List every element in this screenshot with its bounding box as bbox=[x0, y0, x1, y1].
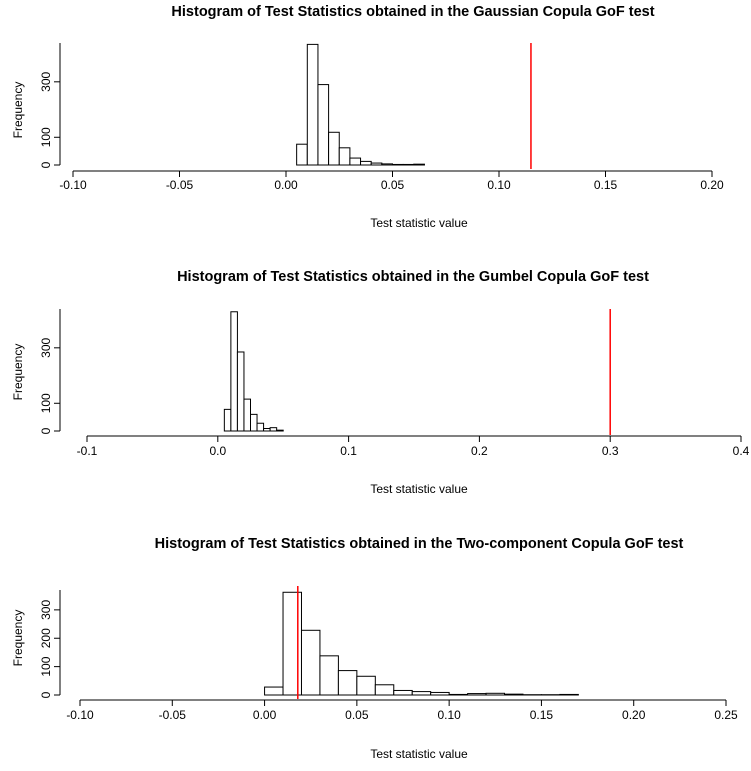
x-tick-label: -0.1 bbox=[77, 444, 98, 458]
histogram-bar bbox=[414, 164, 425, 165]
histogram-bar bbox=[297, 144, 308, 165]
histogram-bar bbox=[393, 164, 404, 165]
histogram-bar bbox=[257, 423, 264, 431]
x-tick-label: 0.05 bbox=[381, 178, 405, 192]
histogram-bar bbox=[560, 694, 578, 695]
x-axis-label: Test statistic value bbox=[370, 482, 468, 496]
histogram-bar bbox=[283, 592, 301, 695]
histogram-bar bbox=[505, 694, 523, 695]
histogram-bar bbox=[431, 692, 449, 695]
histogram-bar bbox=[301, 630, 319, 695]
x-tick-label: 0.20 bbox=[700, 178, 724, 192]
histogram-bar bbox=[486, 693, 504, 695]
plot-area: -0.10 -0.05 0.00 0.05 0.10 0.15 0.20 0 100 300 bbox=[39, 43, 724, 192]
x-tick-label: -0.10 bbox=[66, 708, 94, 722]
x-tick-label: 0.4 bbox=[733, 444, 750, 458]
histogram-bar bbox=[224, 409, 231, 431]
x-tick-label: 0.2 bbox=[471, 444, 488, 458]
histogram-bar bbox=[394, 690, 412, 695]
x-tick-label: -0.05 bbox=[166, 178, 194, 192]
histogram-bar bbox=[357, 676, 375, 695]
histogram-bar bbox=[231, 312, 238, 431]
histogram-bar bbox=[350, 158, 361, 165]
x-tick-label: 0.10 bbox=[487, 178, 511, 192]
panel-title: Histogram of Test Statistics obtained in… bbox=[155, 536, 684, 552]
panel-gaussian: Histogram of Test Statistics obtained in… bbox=[11, 4, 724, 230]
histogram-bar bbox=[371, 163, 382, 165]
x-tick-label: 0.1 bbox=[340, 444, 357, 458]
x-tick-label: -0.10 bbox=[59, 178, 87, 192]
histogram-bar bbox=[277, 430, 284, 431]
histogram-bar bbox=[318, 85, 329, 165]
x-tick-label: -0.05 bbox=[159, 708, 187, 722]
histogram-bar bbox=[244, 399, 251, 431]
y-tick-label: 300 bbox=[39, 71, 53, 91]
x-axis-label: Test statistic value bbox=[370, 747, 468, 761]
x-tick-label: 0.25 bbox=[714, 708, 738, 722]
histogram-bar bbox=[329, 132, 340, 165]
panel-two-component: Histogram of Test Statistics obtained in… bbox=[11, 536, 738, 761]
y-tick-label: 100 bbox=[39, 656, 53, 676]
y-axis-label: Frequency bbox=[11, 82, 25, 139]
histogram-bar bbox=[382, 164, 393, 165]
x-tick-label: 0.15 bbox=[594, 178, 618, 192]
histogram-bar bbox=[307, 44, 318, 165]
y-tick-label: 0 bbox=[39, 161, 53, 168]
histogram-bar bbox=[375, 685, 393, 695]
panel-gumbel: Histogram of Test Statistics obtained in… bbox=[11, 269, 750, 496]
x-tick-label: 0.0 bbox=[209, 444, 226, 458]
y-tick-label: 300 bbox=[39, 600, 53, 620]
histogram-bar bbox=[251, 414, 258, 431]
histogram-bar bbox=[320, 656, 338, 695]
x-tick-label: 0.05 bbox=[345, 708, 369, 722]
x-tick-label: 0.20 bbox=[622, 708, 646, 722]
histogram-bar bbox=[237, 352, 244, 431]
y-axis-label: Frequency bbox=[11, 610, 25, 667]
y-tick-label: 100 bbox=[39, 127, 53, 147]
histogram-bar bbox=[468, 694, 486, 695]
histogram-bar bbox=[361, 161, 372, 165]
y-tick-label: 300 bbox=[39, 337, 53, 357]
x-tick-label: 0.00 bbox=[253, 708, 277, 722]
panel-title: Histogram of Test Statistics obtained in… bbox=[171, 4, 654, 20]
histogram-bar bbox=[339, 148, 350, 165]
y-axis-label: Frequency bbox=[11, 344, 25, 401]
panel-title: Histogram of Test Statistics obtained in… bbox=[177, 269, 649, 285]
x-tick-label: 0.00 bbox=[274, 178, 298, 192]
histogram-bar bbox=[264, 429, 271, 431]
histogram-bar bbox=[270, 428, 277, 431]
y-tick-label: 200 bbox=[39, 628, 53, 648]
y-tick-label: 0 bbox=[39, 691, 53, 698]
x-axis-label: Test statistic value bbox=[370, 216, 468, 230]
histogram-bar bbox=[338, 671, 356, 695]
y-tick-label: 100 bbox=[39, 393, 53, 413]
x-tick-label: 0.10 bbox=[437, 708, 461, 722]
histogram-bar bbox=[412, 692, 430, 695]
histogram-bar bbox=[403, 164, 414, 165]
x-tick-label: 0.3 bbox=[602, 444, 619, 458]
histogram-bar bbox=[449, 694, 467, 695]
plot-area: -0.10 -0.05 0.00 0.05 0.10 0.15 0.20 0.25 0 100 20… bbox=[39, 586, 738, 722]
plot-area: -0.1 0.0 0.1 0.2 0.3 0.4 0 100 300 bbox=[39, 309, 750, 458]
y-tick-label: 0 bbox=[39, 427, 53, 434]
histogram-bar bbox=[265, 687, 283, 695]
x-tick-label: 0.15 bbox=[530, 708, 554, 722]
